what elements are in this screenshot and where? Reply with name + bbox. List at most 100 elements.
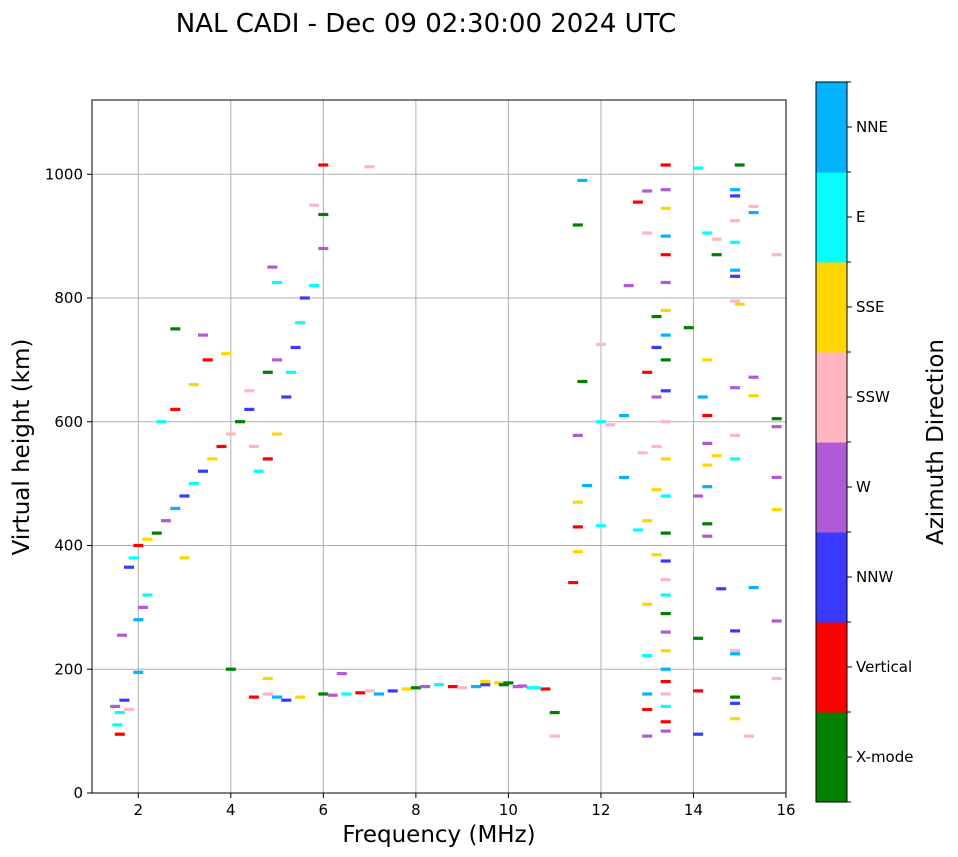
data-point (595, 420, 606, 424)
data-point (702, 231, 713, 235)
data-point (642, 231, 653, 235)
data-point (572, 223, 583, 227)
x-axis: 2 4 6 8 10 12 14 16 (133, 793, 796, 819)
data-point (730, 299, 741, 303)
data-point (225, 667, 236, 671)
data-point (660, 308, 671, 312)
y-tick-label: 800 (54, 289, 83, 307)
data-point (410, 686, 421, 690)
data-point (744, 734, 754, 738)
y-axis: 0 200 400 600 800 1000 (45, 165, 92, 802)
data-point (748, 394, 759, 398)
y-tick-label: 1000 (45, 165, 83, 183)
data-point (364, 165, 375, 169)
colorbar-swatch (816, 82, 847, 173)
x-tick-label: 12 (591, 801, 610, 819)
x-tick-label: 10 (499, 801, 518, 819)
data-points (110, 163, 782, 738)
plot-background (92, 100, 786, 793)
data-point (434, 683, 444, 687)
data-point (660, 280, 671, 285)
data-point (702, 414, 713, 418)
colorbar-label: Azimuth Direction (923, 339, 949, 545)
data-point (447, 685, 458, 689)
data-point (401, 687, 412, 691)
data-point (734, 302, 745, 306)
data-point (702, 463, 713, 467)
data-point (471, 685, 481, 689)
data-point (285, 370, 296, 374)
data-point (660, 649, 671, 653)
data-point (295, 695, 306, 699)
data-point (498, 683, 509, 687)
data-point (207, 457, 218, 461)
data-point (517, 684, 528, 688)
data-point (572, 433, 583, 437)
data-point (771, 475, 782, 479)
colorbar-swatch (816, 352, 847, 443)
x-tick-label: 8 (411, 801, 421, 819)
colorbar-tick-label: E (856, 208, 865, 226)
colorbar: X-mode Vertical NNW W SSW SSE E NNE (815, 81, 913, 803)
data-point (660, 531, 671, 535)
data-point (702, 358, 713, 362)
data-point (318, 212, 329, 217)
data-point (651, 488, 662, 492)
x-tick-label: 6 (319, 801, 329, 819)
colorbar-swatch (816, 622, 847, 713)
data-point (549, 734, 560, 738)
data-point (272, 695, 283, 699)
data-point (225, 432, 236, 436)
data-point (651, 395, 662, 399)
y-axis-label: Virtual height (km) (9, 339, 35, 556)
data-point (202, 358, 213, 362)
data-point (660, 163, 671, 167)
data-point (730, 219, 741, 223)
data-point (693, 732, 704, 736)
data-point (327, 693, 338, 697)
colorbar-tick-label: Vertical (856, 658, 912, 676)
data-point (642, 707, 653, 712)
data-point (117, 633, 128, 637)
data-point (660, 593, 671, 597)
x-tick-label: 14 (684, 801, 703, 819)
data-point (494, 681, 505, 685)
data-point (660, 420, 671, 424)
data-point (693, 166, 704, 170)
data-point (309, 203, 320, 207)
colorbar-tick-label: NNE (856, 118, 888, 136)
data-point (290, 345, 301, 350)
data-point (651, 444, 662, 449)
data-point (748, 204, 759, 208)
data-point (309, 284, 320, 288)
y-tick-label: 200 (54, 660, 83, 678)
colorbar-tick-label: X-mode (856, 748, 913, 766)
series-group (110, 163, 375, 736)
data-point (660, 358, 671, 362)
data-point (595, 524, 606, 528)
data-point (730, 240, 741, 244)
data-point (133, 618, 144, 622)
x-axis-label: Frequency (MHz) (342, 822, 535, 848)
data-point (299, 296, 310, 300)
data-point (730, 717, 741, 721)
data-point (702, 441, 713, 445)
data-point (637, 451, 648, 455)
data-point (660, 680, 671, 684)
data-point (198, 333, 208, 337)
data-point (364, 689, 375, 693)
data-point (151, 531, 162, 535)
data-point (336, 672, 347, 676)
plot-frame (91, 99, 787, 794)
colorbar-swatch (816, 262, 847, 353)
data-point (693, 689, 704, 693)
data-point (660, 667, 671, 671)
data-point (651, 315, 662, 319)
data-point (697, 395, 708, 399)
y-tick-label: 0 (73, 784, 83, 802)
data-point (642, 734, 653, 738)
grid-lines (92, 100, 787, 794)
data-point (262, 692, 273, 696)
data-point (730, 649, 741, 653)
data-point (119, 698, 130, 702)
